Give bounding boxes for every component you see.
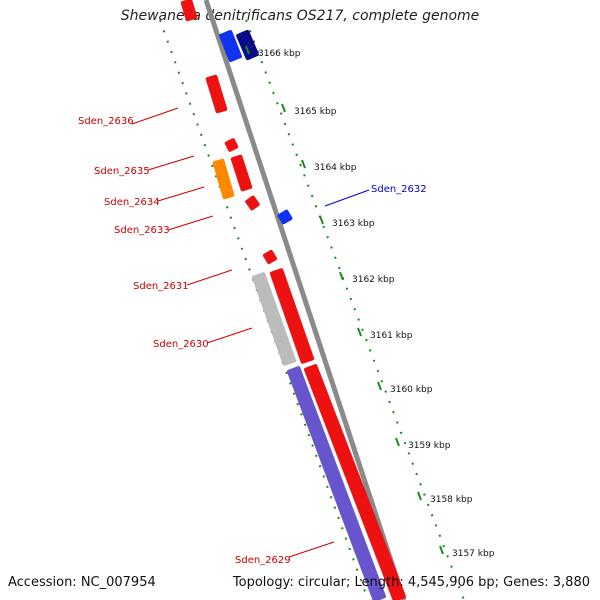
kbp-tick-label: 3162 kbp [352,275,395,285]
gene-bar-sden2632 [277,209,293,225]
gene-label-sden_2633: Sden_2633 [114,225,170,236]
gene-label-sden_2635: Sden_2635 [94,166,150,177]
genome-summary-text: Topology: circular; Length: 4,545,906 bp… [232,575,590,590]
gene-bar-top-red [180,0,198,22]
kbp-tick-label: 3160 kbp [390,385,433,395]
outer-dotted-track [245,19,465,600]
gene-label-sden_2631: Sden_2631 [133,281,189,292]
gene-label-leader [206,327,253,344]
gene-label-leader [288,541,335,558]
gene-bar-sden2633 [245,195,260,211]
gene-label-sden_2630: Sden_2630 [153,339,209,350]
gene-bar-sden2630 [251,272,297,366]
kbp-tick-label: 3159 kbp [408,441,451,451]
gene-features [180,0,406,600]
kbp-tick-label: 3158 kbp [430,495,473,505]
gene-bar-sden2636 [205,74,228,114]
kbp-tick-label: 3166 kbp [258,49,301,59]
gene-bar-sden2634 [212,158,235,200]
gene-label-sden_2636: Sden_2636 [78,116,134,127]
kbp-tick-label: 3164 kbp [314,163,357,173]
kbp-tick-mark [417,491,422,501]
gene-label-leader [131,107,179,125]
gene-bar-sden2635 [224,138,239,152]
gene-bar-purple [287,366,386,600]
kbp-tick-mark [281,103,286,113]
gene-label-leader [167,215,214,231]
backbone [203,0,407,600]
gene-bar-red-long-1 [269,268,315,364]
gene-bar-red-long-2 [304,364,406,600]
kbp-ticks: 3166 kbp 3165 kbp 3164 kbp 3163 kbp 3162 kbp… [245,45,495,559]
gene-label-leader [324,189,370,207]
kbp-tick-mark [377,381,382,391]
gene-bar-navy-top [236,29,259,61]
accession-text: Accession: NC_007954 [8,575,156,590]
kbp-tick-mark [439,545,444,555]
gene-bar-blue-top [219,30,242,62]
gene-label-sden_2632: Sden_2632 [371,184,427,195]
kbp-tick-mark [357,327,362,337]
kbp-tick-mark [301,159,306,169]
kbp-tick-label: 3165 kbp [294,107,337,117]
kbp-tick-label: 3163 kbp [332,219,375,229]
kbp-tick-mark [319,215,324,225]
kbp-tick-mark [395,437,400,447]
gene-label-leader [186,269,233,286]
kbp-tick-mark [339,271,344,281]
kbp-tick-label: 3157 kbp [452,549,495,559]
gene-label-sden_2634: Sden_2634 [104,197,160,208]
kbp-tick-mark [245,45,250,55]
gene-labels: Sden_2636 Sden_2635 Sden_2634 Sden_2633 Sden… [78,107,427,566]
gene-label-leader [157,186,205,202]
kbp-tick-label: 3161 kbp [370,331,413,341]
gene-bar-sden2634b [230,154,253,192]
gene-label-leader [147,155,195,171]
gene-bar-sden2631 [263,249,277,265]
gene-label-sden_2629: Sden_2629 [235,555,291,566]
